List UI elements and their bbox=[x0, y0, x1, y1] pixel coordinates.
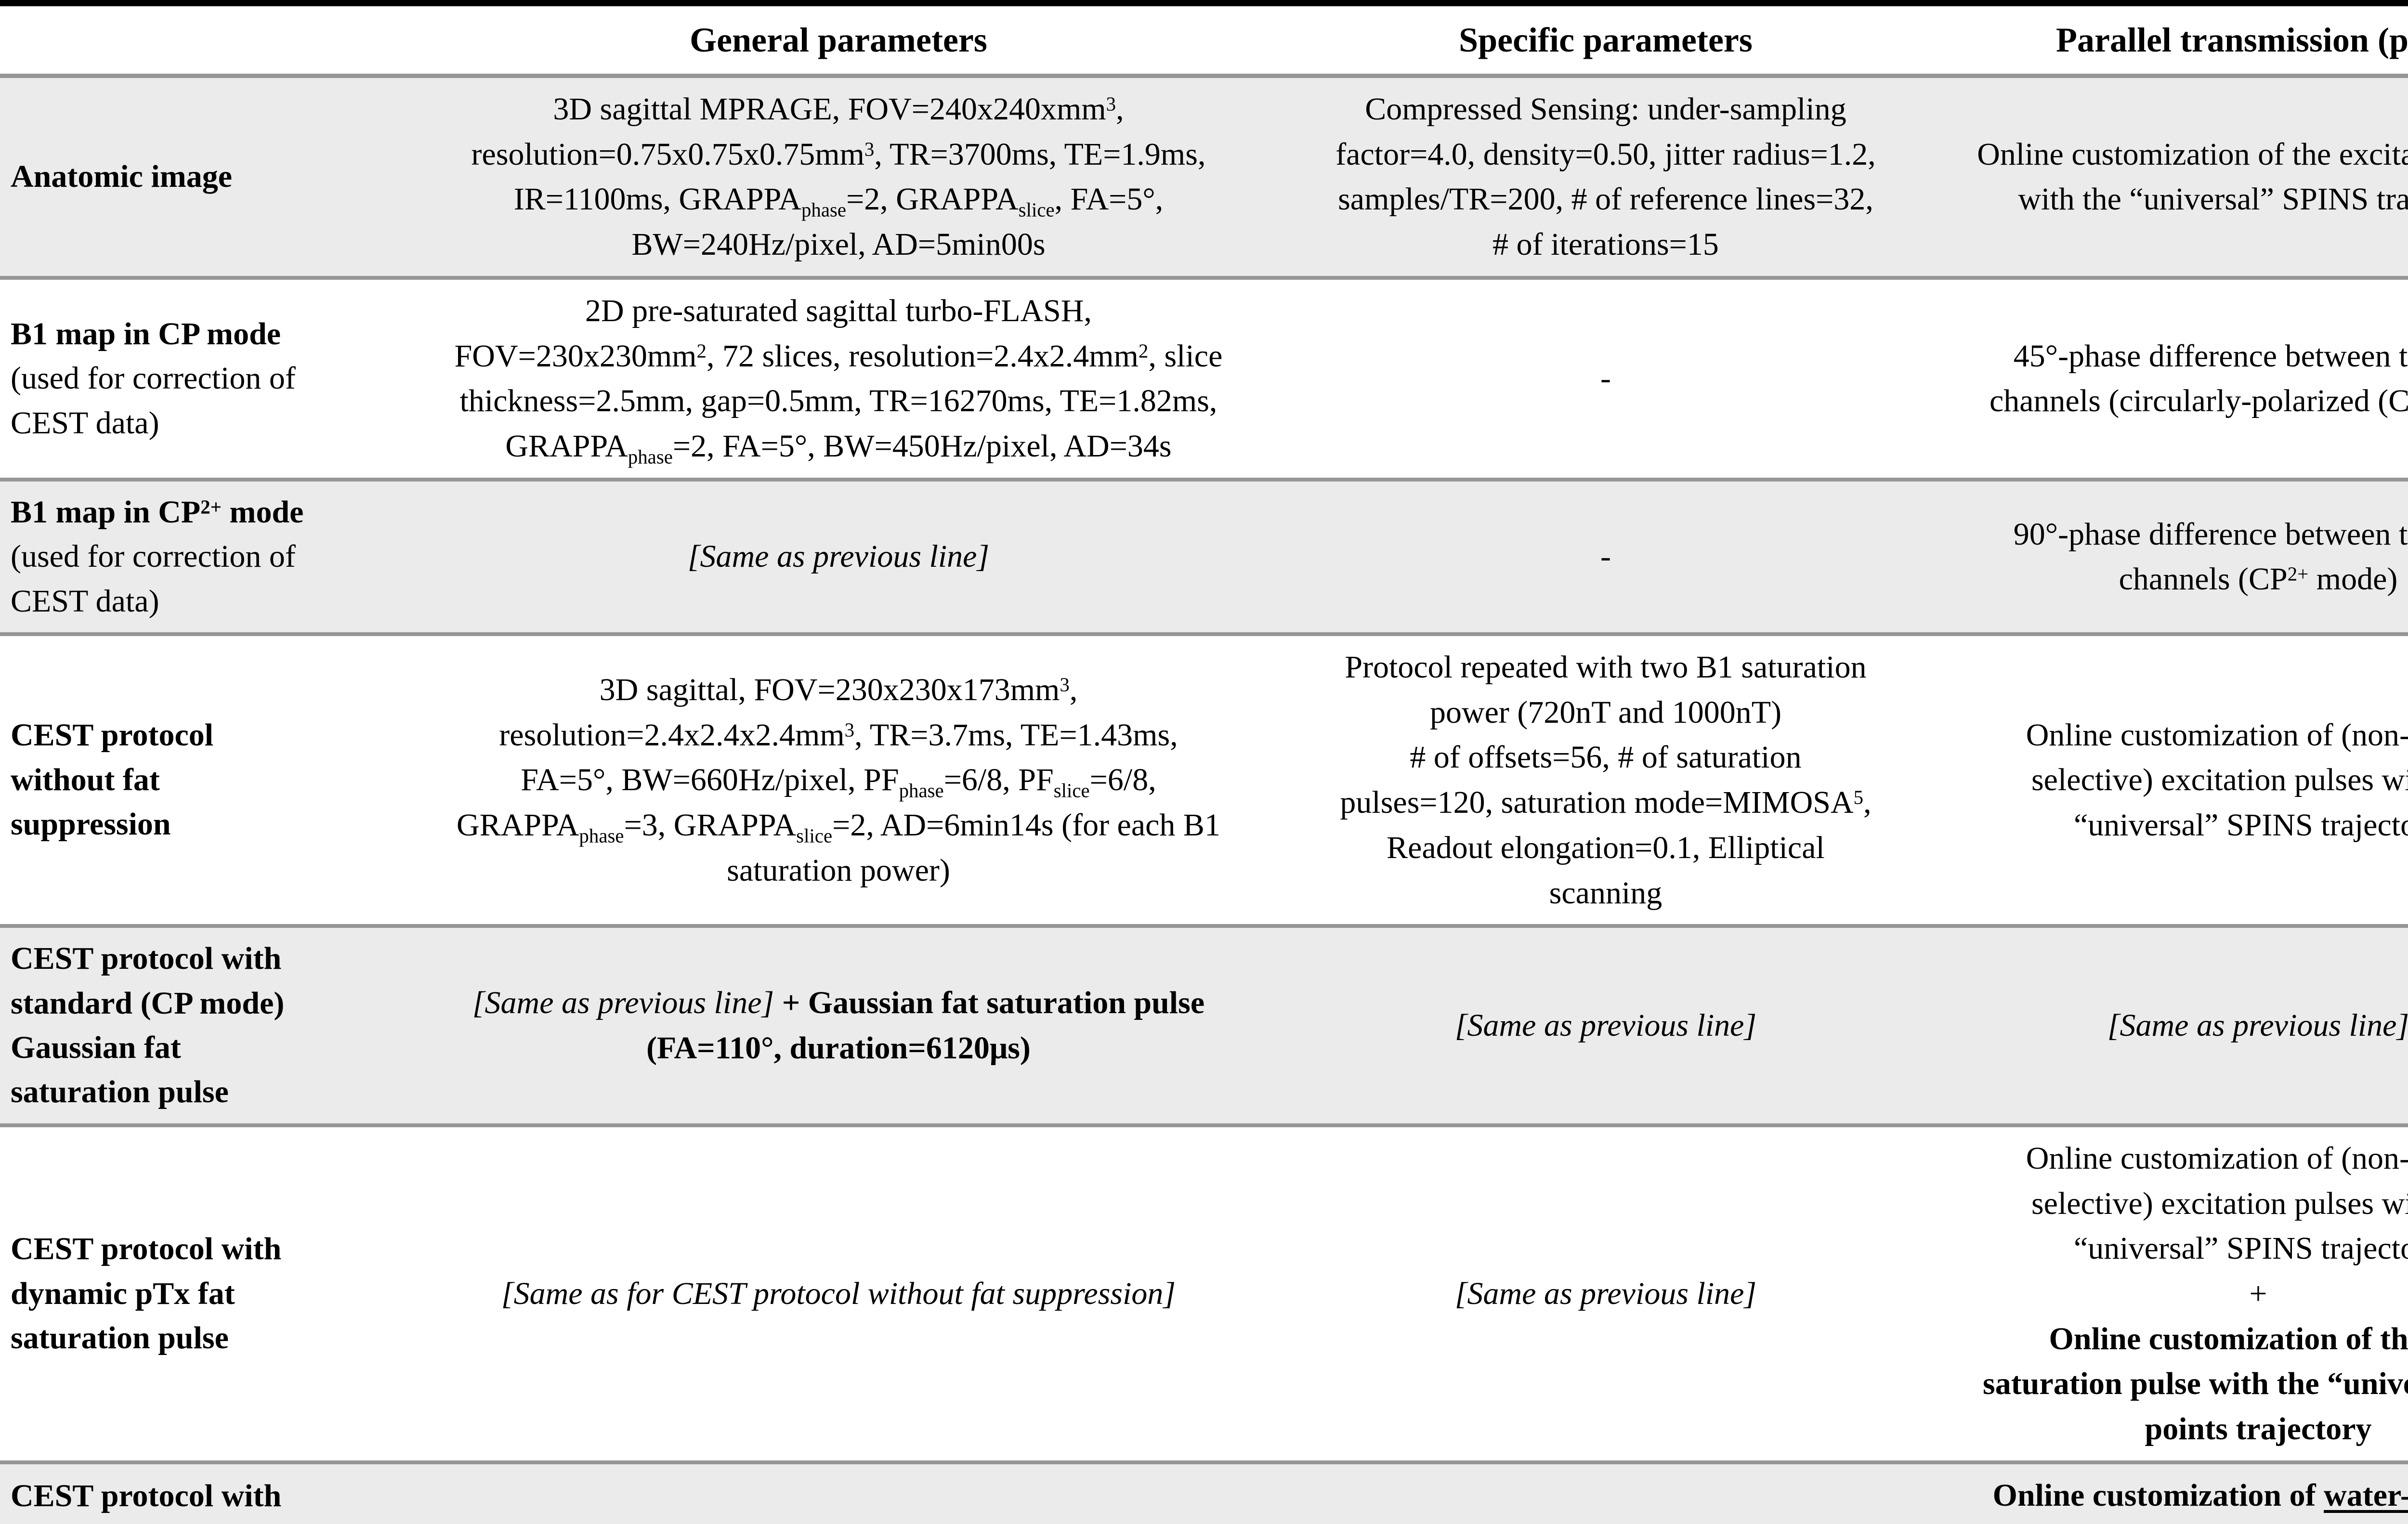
table-row-b1-map-cp2plus: B1 map in CP2+ mode (used for correction … bbox=[0, 479, 2408, 636]
table-row-cest-dynamic-ptx-fat-sat: CEST protocol with dynamic pTx fat saturat… bbox=[0, 1125, 2408, 1464]
header-cell-specific-parameters: Specific parameters bbox=[1296, 3, 1916, 78]
specific-parameters-cell: [Same as previous line] bbox=[1296, 1462, 1916, 1524]
general-parameters-cell: [Same as previous line] + Gaussian fat s… bbox=[381, 926, 1296, 1127]
ptx-cell: Online customization of (non-water-selec… bbox=[1916, 1125, 2408, 1464]
table-row-cest-standard-gaussian-fat-sat: CEST protocol with standard (CP mode) Gaus… bbox=[0, 926, 2408, 1127]
header-cell-parallel-transmission: Parallel transmission (pTx) bbox=[1916, 3, 2408, 78]
ptx-cell: Online customization of (non-water-selec… bbox=[1916, 634, 2408, 928]
specific-parameters-cell: - bbox=[1296, 277, 1916, 482]
specific-parameters-cell: - bbox=[1296, 479, 1916, 636]
specific-parameters-cell: Protocol repeated with two B1 saturation… bbox=[1296, 634, 1916, 928]
table-header: General parameters Specific parameters P… bbox=[0, 3, 2408, 78]
general-parameters-cell: 3D sagittal, FOV=230x230x173mm3, resoluti… bbox=[381, 634, 1296, 928]
row-header-cell: Anatomic image bbox=[0, 76, 381, 280]
row-header-cell: B1 map in CP mode (used for correction of… bbox=[0, 277, 381, 482]
ptx-cell: 90°-phase difference between transmitcha… bbox=[1916, 479, 2408, 636]
row-header-cell: CEST protocol with standard (CP mode) Gaus… bbox=[0, 926, 381, 1127]
general-parameters-cell: 3D sagittal MPRAGE, FOV=240x240xmm3, reso… bbox=[381, 76, 1296, 280]
header-row: General parameters Specific parameters P… bbox=[0, 3, 2408, 78]
ptx-cell: [Same as previous line] bbox=[1916, 926, 2408, 1127]
row-header-cell: CEST protocol without fat suppression bbox=[0, 634, 381, 928]
general-parameters-cell: [Same as for CEST protocol without fat s… bbox=[381, 1125, 1296, 1464]
general-parameters-cell: [Same as previous line] bbox=[381, 479, 1296, 636]
row-header-cell: CEST protocol with dynamic pTx fat saturat… bbox=[0, 1125, 381, 1464]
ptx-cell: Online customization of water-selectivee… bbox=[1916, 1462, 2408, 1524]
row-header-cell: B1 map in CP2+ mode (used for correction … bbox=[0, 479, 381, 636]
header-cell-rowlabel bbox=[0, 3, 381, 78]
table-row-cest-without-fat-suppression: CEST protocol without fat suppression 3D s… bbox=[0, 634, 2408, 928]
specific-parameters-cell: [Same as previous line] bbox=[1296, 1125, 1916, 1464]
header-cell-general-parameters: General parameters bbox=[381, 3, 1296, 78]
table-body: Anatomic image 3D sagittal MPRAGE, FOV=2… bbox=[0, 76, 2408, 1524]
specific-parameters-cell: Compressed Sensing: under-sampling factor… bbox=[1296, 76, 1916, 280]
table-row-anatomic-image: Anatomic image 3D sagittal MPRAGE, FOV=2… bbox=[0, 76, 2408, 280]
general-parameters-cell: 2D pre-saturated sagittal turbo-FLASH, FO… bbox=[381, 277, 1296, 482]
ptx-cell: Online customization of the excitation p… bbox=[1916, 76, 2408, 280]
specific-parameters-cell: [Same as previous line] bbox=[1296, 926, 1916, 1127]
table-row-b1-map-cp: B1 map in CP mode (used for correction of… bbox=[0, 277, 2408, 482]
ptx-cell: 45°-phase difference between transmitcha… bbox=[1916, 277, 2408, 482]
general-parameters-cell: [Same as previous line] bbox=[381, 1462, 1296, 1524]
